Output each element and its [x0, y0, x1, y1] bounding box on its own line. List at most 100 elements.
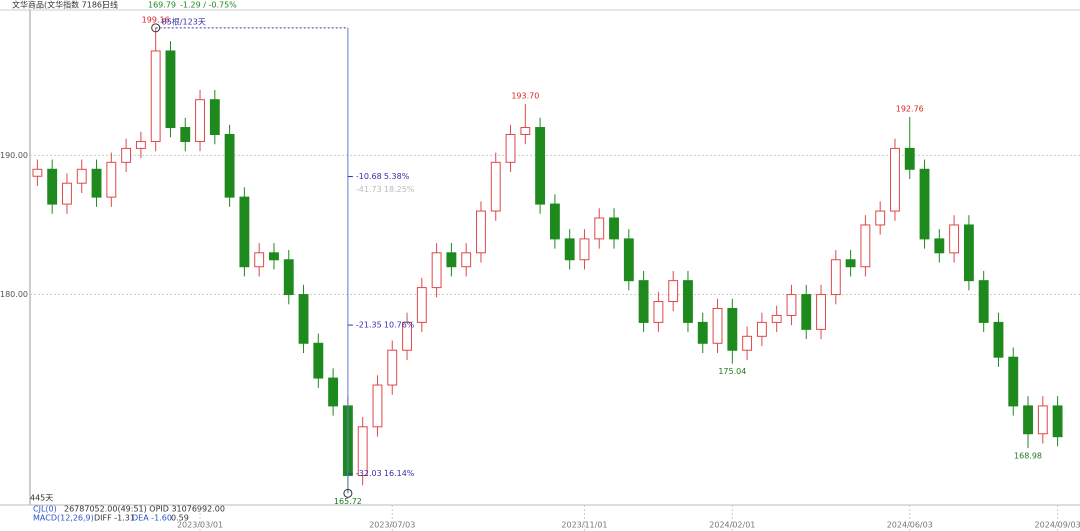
candle-body — [697, 321, 708, 344]
x-tick-label: 2024/09/03 — [1035, 521, 1080, 530]
candle-body — [372, 384, 383, 428]
candle-body — [623, 238, 634, 282]
candle-body — [446, 252, 457, 268]
volume-text: 26787052.00(49:51) OPID 31076992.00 — [64, 505, 225, 514]
measure-handle — [343, 488, 353, 498]
candle-body — [195, 99, 205, 142]
candle-body — [431, 252, 442, 289]
candle-body — [801, 294, 812, 330]
y-tick-label: 190.00 — [0, 151, 28, 160]
candle-body — [830, 259, 841, 296]
diff: DIFF -1.31 — [94, 514, 135, 523]
candle-body — [712, 307, 723, 344]
measure-pct: 10.76% — [384, 321, 415, 330]
candle-body — [978, 280, 989, 323]
candle-body — [416, 287, 427, 323]
x-tick-label: 2023/11/01 — [561, 521, 607, 530]
candle-body — [165, 50, 176, 129]
candle-body — [668, 280, 679, 303]
volume-name[interactable]: CJL(0) — [33, 505, 57, 514]
candle-body — [476, 210, 486, 254]
candle-body — [357, 426, 368, 477]
candle-body — [904, 147, 915, 170]
candle-body — [771, 314, 782, 323]
period[interactable]: 日线 — [102, 0, 118, 10]
candle-body — [860, 224, 871, 268]
measure-faint-pct: 18.25% — [384, 185, 415, 194]
days: 445天 — [30, 494, 53, 503]
candle-body — [579, 238, 590, 261]
candle-body — [653, 301, 664, 323]
extreme-label: 165.72 — [334, 497, 362, 506]
candle-body — [638, 280, 649, 323]
candle-body — [313, 342, 324, 379]
measure-pct: 16.14% — [384, 469, 415, 478]
measure-span: 85根/123天 — [162, 16, 206, 26]
candle-body — [845, 259, 856, 268]
candle-body — [135, 140, 146, 149]
candle-body — [727, 307, 738, 351]
candle-body — [683, 280, 693, 323]
x-tick-label: 2023/07/03 — [369, 521, 415, 530]
candle-body — [756, 321, 767, 337]
candle-body — [490, 161, 501, 212]
candle-body — [993, 321, 1004, 358]
x-tick-label: 2024/06/03 — [887, 521, 933, 530]
measure-handle — [151, 23, 161, 33]
candle-body — [549, 203, 560, 240]
measure-diff: -10.68 — [356, 172, 382, 181]
macd-value: 0.59 — [171, 514, 189, 523]
candle-body — [609, 217, 619, 240]
candle-body — [62, 182, 72, 205]
candle-body — [535, 127, 546, 205]
measure-diff: -32.03 — [356, 469, 382, 478]
candle-body — [505, 133, 516, 163]
candle-body — [32, 168, 43, 177]
candle-body — [283, 259, 294, 296]
candle-body — [934, 238, 945, 254]
extreme-label: 175.04 — [718, 367, 746, 376]
candle-body — [47, 168, 58, 205]
extreme-label: 199.16 — [142, 15, 170, 24]
candle-body — [1052, 405, 1063, 438]
candle-body — [564, 238, 575, 261]
candle-body — [786, 294, 797, 316]
candle-body — [963, 224, 974, 282]
y-tick-label: 180.00 — [0, 290, 28, 299]
candle-body — [239, 196, 250, 268]
candle-body — [402, 321, 412, 351]
macd-name[interactable]: MACD(12,26,9) — [33, 514, 94, 523]
candle-body — [461, 252, 472, 268]
candle-body — [919, 168, 930, 240]
candle-body — [816, 294, 826, 330]
candle-body — [91, 168, 102, 198]
candle-body — [106, 161, 117, 198]
measure-pct: 5.38% — [384, 172, 410, 181]
candle-body — [1037, 405, 1048, 435]
candle-body — [949, 224, 960, 254]
title[interactable]: 文华商品(文华指数 7186) — [12, 0, 105, 10]
extreme-label: 193.70 — [511, 91, 539, 100]
measure-diff: -21.35 — [356, 321, 382, 330]
candle-body — [1008, 356, 1019, 407]
candle-body — [121, 147, 132, 163]
candle-body — [298, 294, 309, 344]
extreme-label: 168.98 — [1014, 451, 1042, 460]
change: -1.29 / -0.75% — [180, 1, 237, 10]
dea: DEA -1.60 — [132, 514, 172, 523]
candle-body — [180, 127, 191, 142]
candle-body — [76, 168, 87, 184]
candle-body — [594, 217, 605, 240]
candle-body — [150, 50, 161, 142]
candle-body — [875, 210, 886, 226]
extreme-label: 192.76 — [896, 104, 924, 113]
candle-body — [1023, 405, 1033, 435]
candle-body — [328, 377, 339, 407]
last-price: 169.79 — [148, 1, 176, 10]
candle-body — [254, 252, 265, 268]
candle-body — [224, 133, 235, 198]
candle-body — [520, 127, 531, 135]
